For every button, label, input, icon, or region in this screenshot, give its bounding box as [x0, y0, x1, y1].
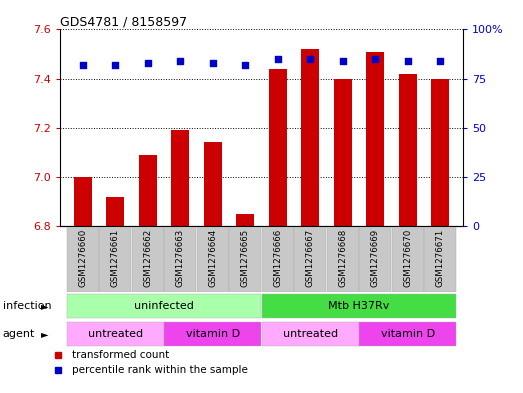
- Bar: [262, 227, 293, 292]
- Bar: [269, 69, 287, 226]
- Bar: [106, 196, 124, 226]
- Text: Mtb H37Rv: Mtb H37Rv: [328, 301, 390, 311]
- Text: GDS4781 / 8158597: GDS4781 / 8158597: [60, 15, 187, 28]
- Text: GSM1276660: GSM1276660: [78, 229, 87, 287]
- Bar: [197, 227, 229, 292]
- Point: [209, 60, 217, 66]
- Bar: [334, 79, 351, 226]
- Bar: [164, 227, 196, 292]
- Text: GSM1276666: GSM1276666: [273, 229, 282, 287]
- Point: [436, 58, 445, 64]
- Text: transformed count: transformed count: [72, 350, 169, 360]
- Text: agent: agent: [3, 329, 35, 339]
- Bar: [392, 227, 424, 292]
- Bar: [236, 214, 254, 226]
- Bar: [132, 227, 164, 292]
- Text: GSM1276665: GSM1276665: [241, 229, 250, 287]
- Text: ►: ►: [41, 329, 49, 339]
- Bar: [99, 227, 131, 292]
- Bar: [67, 322, 164, 346]
- Text: GSM1276662: GSM1276662: [143, 229, 152, 287]
- Text: percentile rank within the sample: percentile rank within the sample: [72, 365, 248, 375]
- Bar: [359, 227, 391, 292]
- Text: ►: ►: [41, 301, 49, 311]
- Bar: [139, 155, 157, 226]
- Text: GSM1276670: GSM1276670: [403, 229, 412, 287]
- Bar: [67, 227, 99, 292]
- Text: GSM1276664: GSM1276664: [208, 229, 217, 287]
- Text: GSM1276661: GSM1276661: [111, 229, 120, 287]
- Bar: [327, 227, 359, 292]
- Text: vitamin D: vitamin D: [186, 329, 240, 339]
- Point: [176, 58, 185, 64]
- Point: [403, 58, 412, 64]
- Point: [274, 56, 282, 62]
- Point: [371, 56, 379, 62]
- Bar: [359, 322, 456, 346]
- Point: [338, 58, 347, 64]
- Text: GSM1276667: GSM1276667: [306, 229, 315, 287]
- Point: [111, 62, 120, 68]
- Bar: [204, 143, 222, 226]
- Point: [78, 62, 87, 68]
- Text: infection: infection: [3, 301, 51, 311]
- Bar: [366, 51, 384, 226]
- Bar: [164, 322, 261, 346]
- Text: GSM1276669: GSM1276669: [371, 229, 380, 287]
- Point: [144, 60, 152, 66]
- Bar: [301, 49, 319, 226]
- Bar: [431, 79, 449, 226]
- Point: [241, 62, 249, 68]
- Text: GSM1276671: GSM1276671: [436, 229, 445, 287]
- Bar: [74, 177, 92, 226]
- Text: untreated: untreated: [88, 329, 143, 339]
- Bar: [262, 294, 456, 318]
- Point: [306, 56, 314, 62]
- Bar: [172, 130, 189, 226]
- Bar: [399, 74, 417, 226]
- Bar: [262, 322, 359, 346]
- Bar: [294, 227, 326, 292]
- Bar: [230, 227, 261, 292]
- Bar: [424, 227, 456, 292]
- Text: GSM1276668: GSM1276668: [338, 229, 347, 287]
- Text: GSM1276663: GSM1276663: [176, 229, 185, 287]
- Text: uninfected: uninfected: [134, 301, 194, 311]
- Bar: [67, 294, 261, 318]
- Text: untreated: untreated: [282, 329, 338, 339]
- Text: vitamin D: vitamin D: [381, 329, 435, 339]
